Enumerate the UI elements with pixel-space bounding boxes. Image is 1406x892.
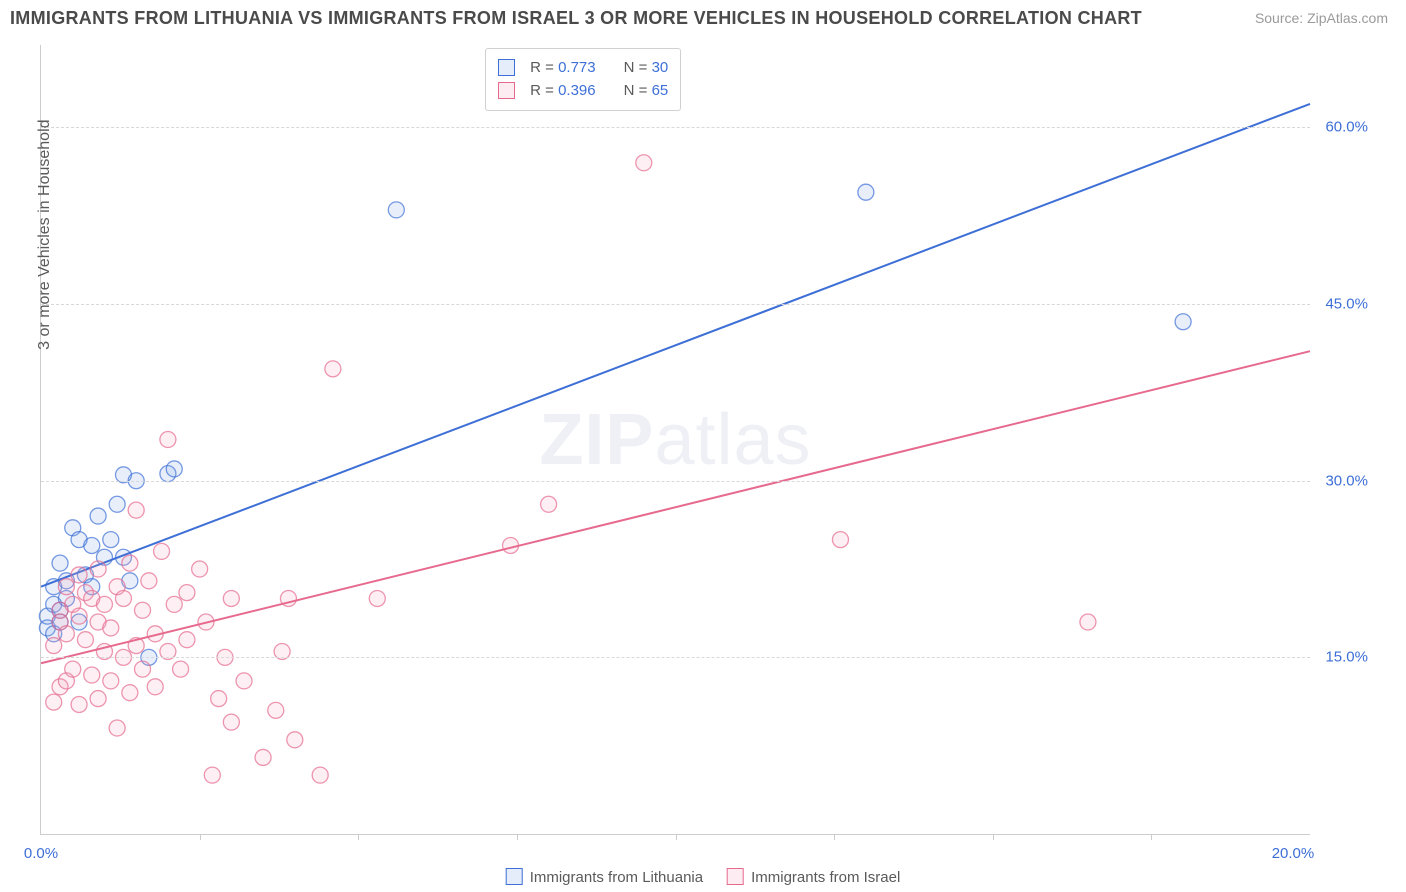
n-label: N = 65 [624,79,669,102]
legend-swatch [498,59,515,76]
scatter-point [268,702,284,718]
x-tick [200,834,201,840]
scatter-point [160,432,176,448]
scatter-point [179,632,195,648]
scatter-point [109,496,125,512]
legend-label: Immigrants from Lithuania [530,869,703,886]
scatter-point [103,673,119,689]
scatter-point [166,461,182,477]
scatter-point [223,590,239,606]
scatter-point [122,685,138,701]
scatter-point [90,691,106,707]
scatter-point [65,661,81,677]
x-tick-label: 20.0% [1272,845,1315,862]
scatter-point [192,561,208,577]
legend-swatch [498,82,515,99]
scatter-point [236,673,252,689]
scatter-point [122,555,138,571]
source-label: Source: ZipAtlas.com [1255,10,1388,26]
scatter-point [369,590,385,606]
legend-swatch [727,868,744,885]
scatter-point [135,661,151,677]
scatter-point [58,579,74,595]
scatter-point [1080,614,1096,630]
scatter-point [84,537,100,553]
scatter-point [179,585,195,601]
scatter-point [312,767,328,783]
y-tick-label: 45.0% [1325,296,1368,313]
r-label: R = 0.773 [530,56,595,79]
scatter-point [77,632,93,648]
scatter-point [147,679,163,695]
chart-title: IMMIGRANTS FROM LITHUANIA VS IMMIGRANTS … [10,8,1142,29]
y-tick-label: 15.0% [1325,649,1368,666]
scatter-point [287,732,303,748]
scatter-point [541,496,557,512]
scatter-point [141,573,157,589]
scatter-point [46,694,62,710]
grid-line [41,127,1310,128]
x-tick [517,834,518,840]
x-tick [1151,834,1152,840]
scatter-point [166,596,182,612]
grid-line [41,304,1310,305]
scatter-point [154,543,170,559]
chart-svg [41,45,1310,834]
scatter-point [96,596,112,612]
trend-line [41,351,1310,663]
stats-legend: R = 0.773 N = 30 R = 0.396 N = 65 [485,48,681,111]
legend-item: Immigrants from Israel [727,868,900,886]
y-tick-label: 60.0% [1325,119,1368,136]
n-label: N = 30 [624,56,669,79]
stats-legend-row: R = 0.396 N = 65 [498,79,668,102]
x-tick [993,834,994,840]
trend-line [41,104,1310,587]
stats-legend-row: R = 0.773 N = 30 [498,56,668,79]
x-tick [676,834,677,840]
legend-swatch [506,868,523,885]
scatter-point [71,696,87,712]
grid-line [41,481,1310,482]
legend-label: Immigrants from Israel [751,869,900,886]
scatter-point [1175,314,1191,330]
x-tick-label: 0.0% [24,845,58,862]
scatter-point [84,667,100,683]
scatter-point [135,602,151,618]
x-tick [358,834,359,840]
plot-area: 3 or more Vehicles in Household ZIPatlas… [40,45,1310,835]
scatter-point [204,767,220,783]
series-legend: Immigrants from Lithuania Immigrants from… [506,868,901,886]
scatter-point [128,502,144,518]
scatter-point [832,532,848,548]
scatter-point [103,532,119,548]
scatter-point [90,561,106,577]
scatter-point [103,620,119,636]
y-tick-label: 30.0% [1325,472,1368,489]
scatter-point [90,508,106,524]
scatter-point [71,567,87,583]
scatter-point [58,626,74,642]
scatter-point [109,720,125,736]
scatter-point [173,661,189,677]
scatter-point [636,155,652,171]
r-label: R = 0.396 [530,79,595,102]
scatter-point [858,184,874,200]
scatter-point [115,590,131,606]
scatter-point [255,749,271,765]
scatter-point [325,361,341,377]
scatter-point [71,608,87,624]
scatter-point [46,638,62,654]
legend-item: Immigrants from Lithuania [506,868,703,886]
scatter-point [223,714,239,730]
scatter-point [388,202,404,218]
grid-line [41,657,1310,658]
x-tick [834,834,835,840]
scatter-point [52,555,68,571]
scatter-point [211,691,227,707]
